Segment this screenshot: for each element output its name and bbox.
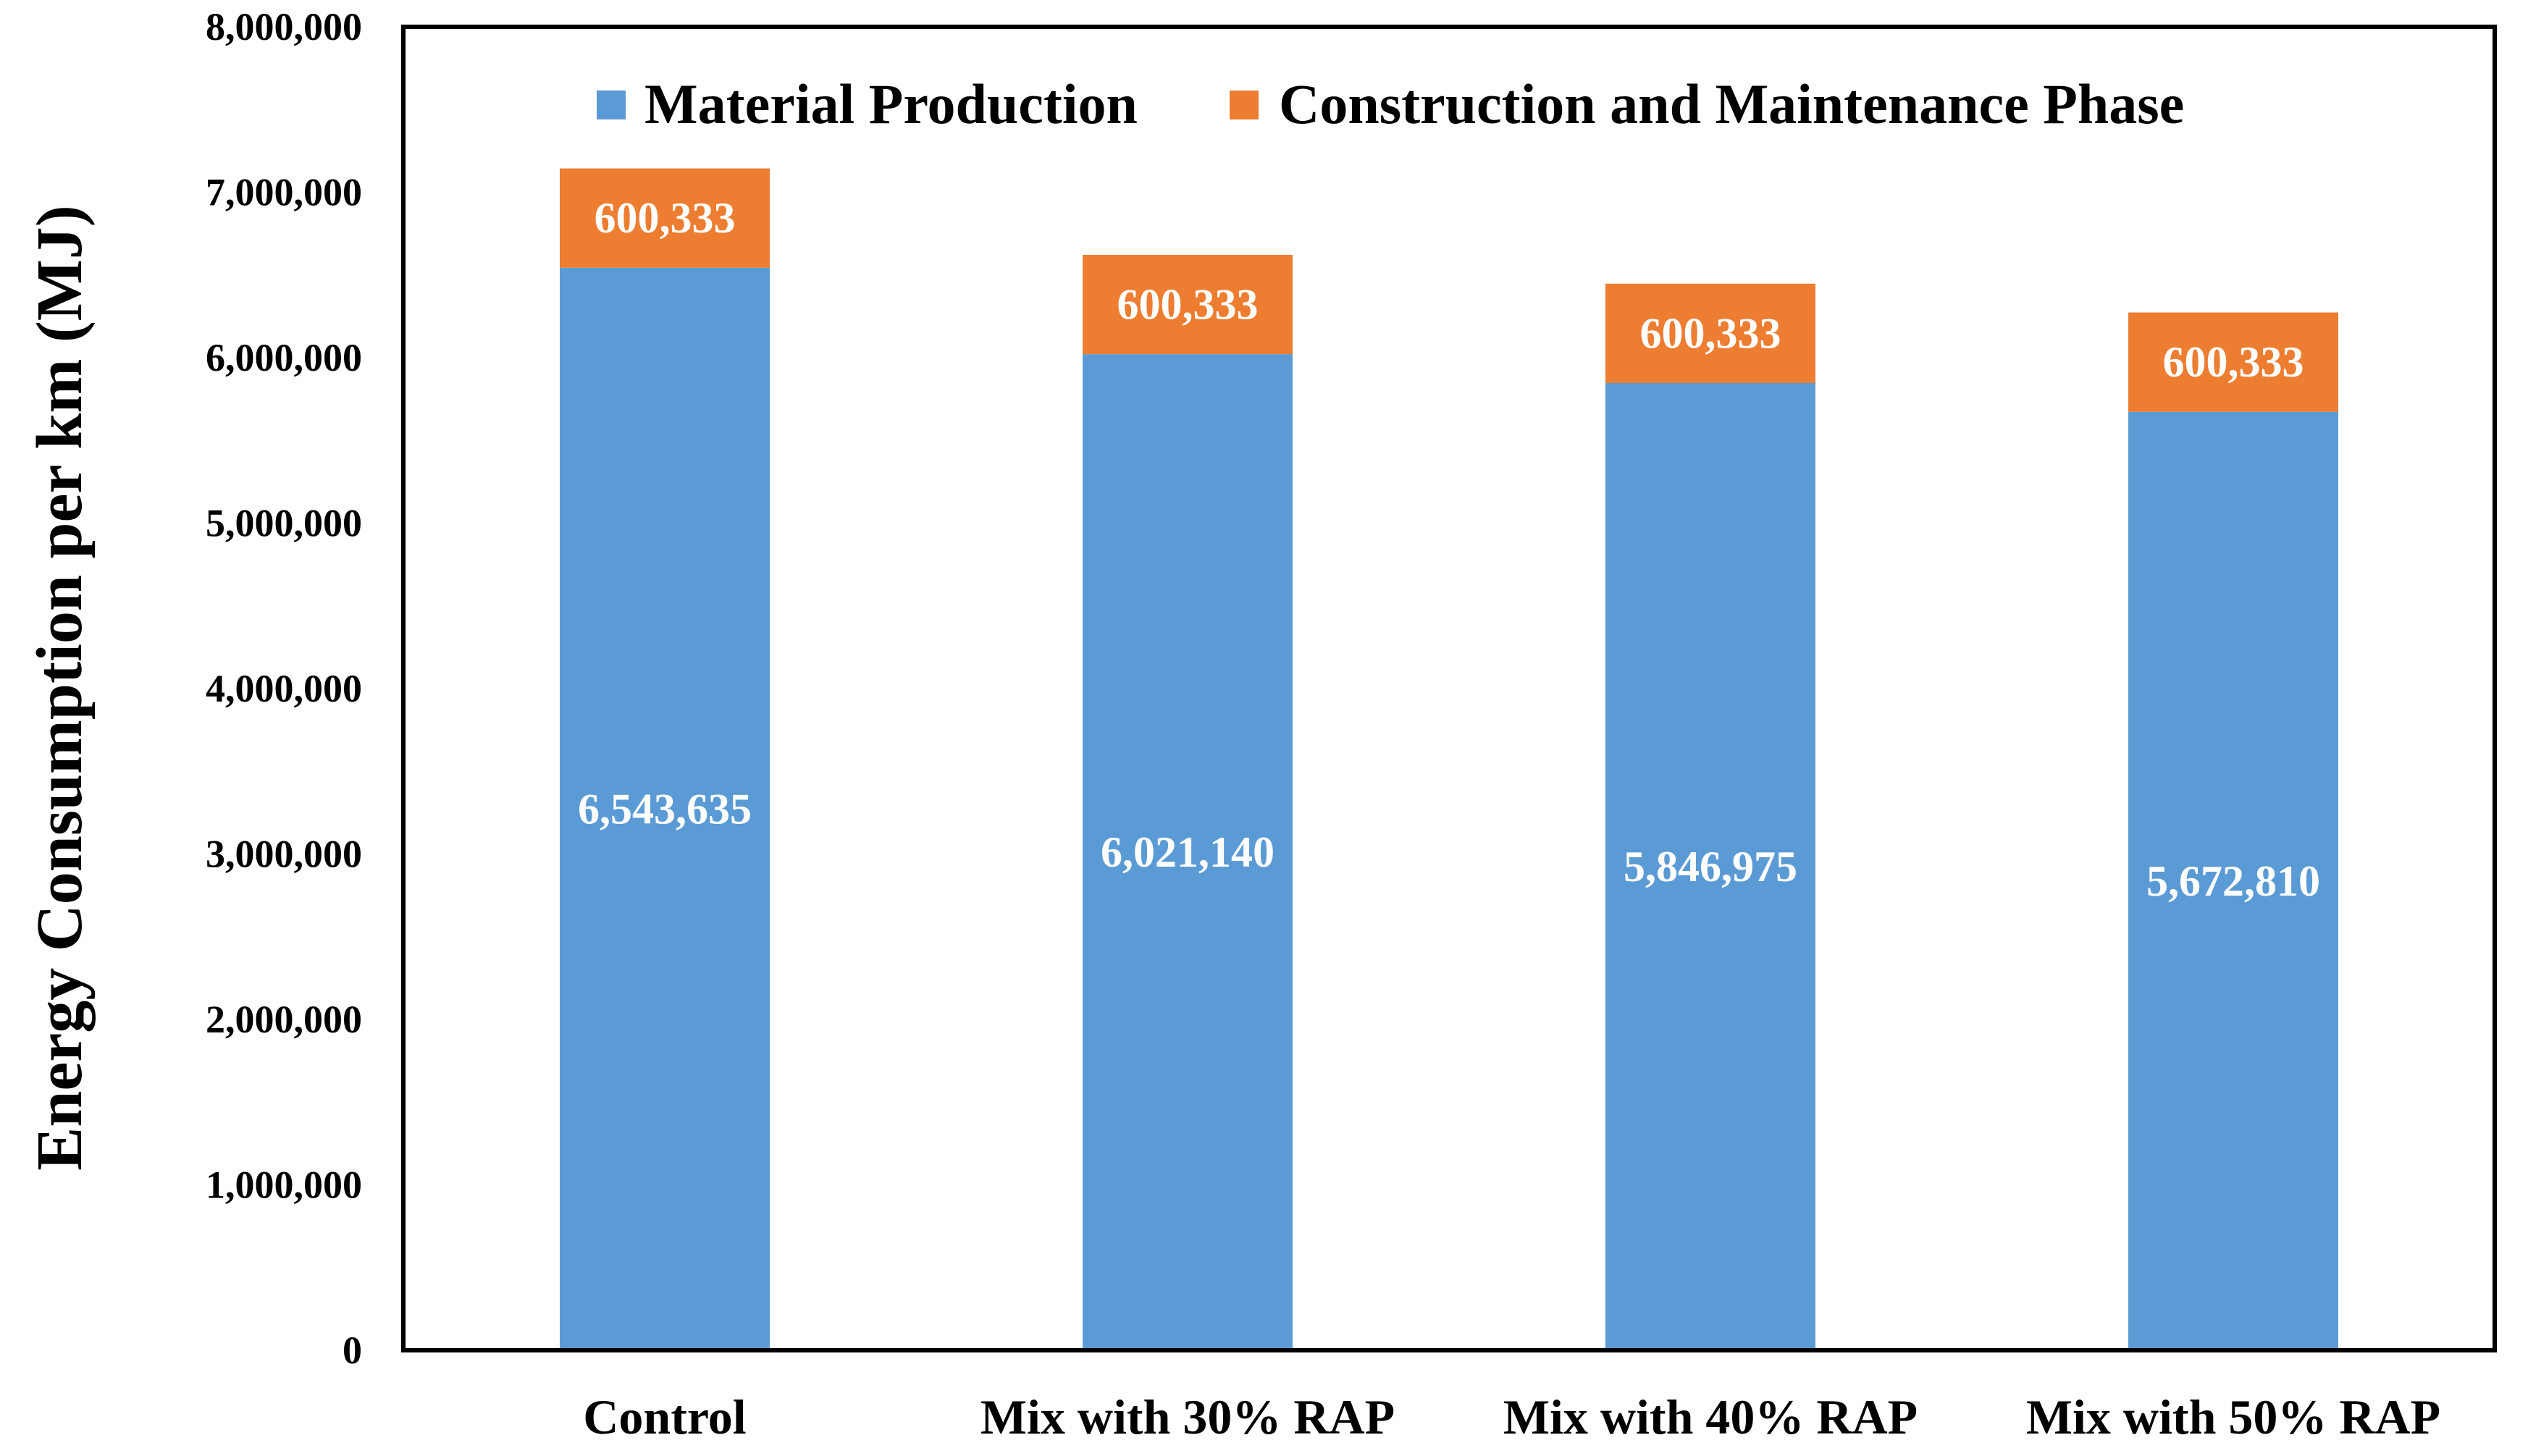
y-tick-label: 3,000,000: [206, 833, 362, 876]
legend: Material Production Construction and Mai…: [597, 72, 2184, 135]
y-tick-label: 5,000,000: [206, 502, 362, 545]
y-tick-label: 7,000,000: [206, 171, 362, 214]
y-axis-ticks: 0 1,000,000 2,000,000 3,000,000 4,000,000 5,0…: [206, 5, 362, 1372]
y-tick-label: 2,000,000: [206, 998, 362, 1041]
bar-material-production: [1605, 382, 1815, 1350]
bar-construction-maintenance: [2128, 312, 2338, 412]
bar-construction-maintenance: [1605, 283, 1815, 383]
data-label-construction-maintenance: 600,333: [595, 194, 736, 242]
data-label-material-production: 6,021,140: [1101, 828, 1275, 876]
y-axis-title-group: Energy Consumption per km (MJ): [24, 205, 96, 1170]
bar-data-labels: 6,543,635 600,333 6,021,140 600,333 5,846,97…: [578, 194, 2320, 905]
y-tick-label: 4,000,000: [206, 667, 362, 710]
x-category-label: Mix with 30% RAP: [980, 1389, 1395, 1444]
y-tick-label: 0: [343, 1329, 362, 1372]
x-category-label: Mix with 50% RAP: [2026, 1389, 2440, 1444]
data-label-construction-maintenance: 600,333: [1640, 309, 1781, 357]
x-axis-category-labels: Control Mix with 30% RAP Mix with 40% RAP M…: [583, 1389, 2440, 1444]
bars: [560, 168, 2338, 1350]
data-label-material-production: 5,672,810: [2146, 857, 2320, 905]
x-category-label: Mix with 40% RAP: [1503, 1389, 1918, 1444]
y-axis-title: Energy Consumption per km (MJ): [24, 205, 96, 1170]
y-tick-label: 6,000,000: [206, 336, 362, 379]
data-label-construction-maintenance: 600,333: [2163, 338, 2304, 386]
y-tick-label: 1,000,000: [206, 1163, 362, 1207]
bar-material-production: [1083, 354, 1293, 1350]
plot-area-frame: [401, 25, 2497, 1352]
bar-material-production: [2128, 411, 2338, 1350]
y-tick-label: 8,000,000: [206, 5, 362, 49]
x-category-label: Control: [583, 1389, 746, 1444]
bar-material-production: [560, 267, 770, 1350]
data-label-construction-maintenance: 600,333: [1117, 281, 1259, 329]
legend-label-construction-maintenance: Construction and Maintenance Phase: [1279, 72, 2184, 135]
data-label-material-production: 5,846,975: [1624, 843, 1797, 891]
bar-construction-maintenance: [1083, 254, 1293, 355]
data-label-material-production: 6,543,635: [578, 785, 752, 833]
legend-swatch-construction-maintenance: [1230, 91, 1259, 119]
legend-label-material-production: Material Production: [644, 72, 1138, 135]
bar-construction-maintenance: [560, 168, 770, 268]
legend-swatch-material-production: [597, 91, 626, 119]
